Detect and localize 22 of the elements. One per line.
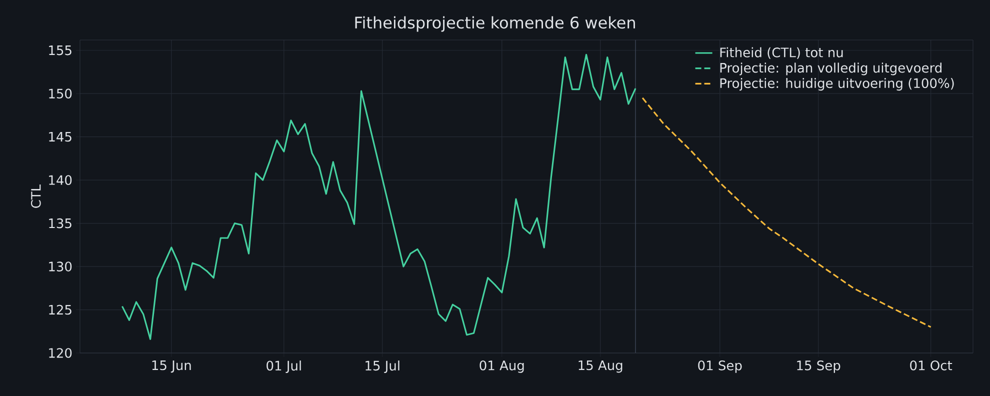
y-tick-label: 125 [49,304,72,315]
y-tick-label: 145 [49,132,72,142]
x-tick-label: 15 Sep [797,360,840,373]
x-tick-label: 01 Oct [910,360,952,370]
x-tick-label: 15 Jun [152,360,191,373]
y-tick-label: 120 [49,348,72,358]
line-series [642,97,932,328]
x-tick-label: 15 Jul [366,360,400,374]
y-axis-title: CTL [30,184,41,208]
y-tick-label: 140 [49,175,72,185]
y-tick-label: 155 [49,46,72,56]
legend-label: Projectie: plan volledig uitgevoerd [720,62,942,76]
legend-label: Fitheid (CTL) tot nu [720,47,843,59]
legend-label: Projectie: huidige uitvoering (100%) [720,78,954,91]
x-tick-label: 01 Sep [698,360,742,373]
chart-title: Fitheidsprojectie komende 6 weken [355,16,635,32]
x-tick-label: 15 Aug [578,360,622,373]
y-tick-label: 135 [49,218,72,228]
y-tick-label: 150 [49,88,72,99]
y-tick-label: 130 [49,262,72,272]
x-tick-label: 01 Aug [480,360,524,373]
x-tick-label: 01 Jul [266,360,301,374]
